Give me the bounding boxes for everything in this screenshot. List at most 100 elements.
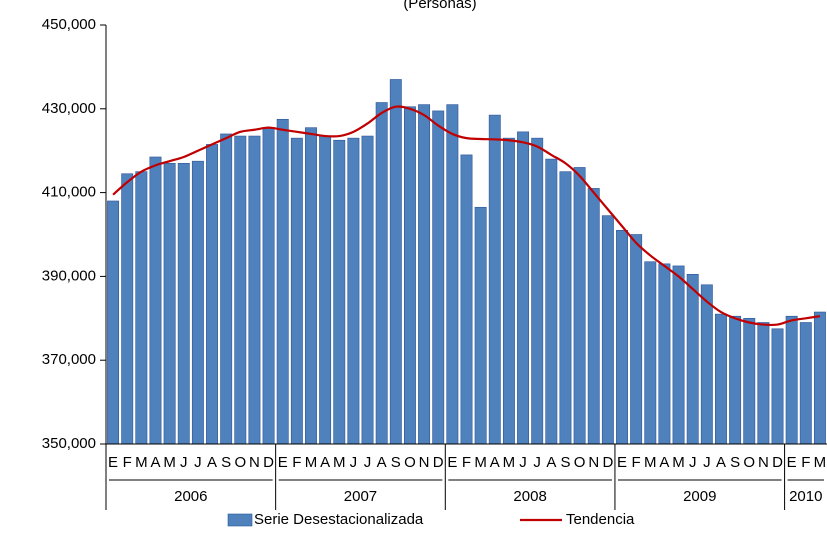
bar	[276, 118, 289, 445]
bar	[644, 261, 657, 445]
bar	[616, 230, 628, 445]
bar	[347, 137, 360, 445]
bar	[248, 135, 261, 445]
x-tick-label: N	[758, 454, 769, 471]
x-tick-label: F	[292, 454, 301, 471]
x-tick-label: O	[234, 454, 246, 471]
year-label: 2008	[513, 488, 546, 505]
bar	[771, 328, 784, 445]
bar	[517, 131, 530, 445]
x-tick-label: J	[350, 454, 358, 471]
year-label: 2006	[174, 488, 207, 505]
legend-label: Tendencia	[566, 511, 635, 528]
y-tick-label: 410,000	[42, 184, 96, 201]
legend-swatch	[227, 513, 253, 527]
bar	[319, 135, 332, 445]
bar	[191, 160, 204, 445]
x-tick-label: E	[108, 454, 118, 471]
x-tick-label: M	[135, 454, 148, 471]
bar	[460, 154, 473, 445]
bar	[545, 158, 558, 445]
y-tick-label: 370,000	[42, 351, 96, 368]
bar	[658, 263, 671, 445]
bar	[799, 322, 812, 445]
x-tick-label: O	[574, 454, 586, 471]
x-tick-label: A	[377, 454, 387, 471]
bar	[601, 215, 614, 445]
x-tick-label: F	[632, 454, 641, 471]
trend-line	[112, 105, 821, 327]
x-tick-label: M	[644, 454, 657, 471]
year-label: 2009	[683, 488, 716, 505]
x-tick-label: E	[278, 454, 288, 471]
bar	[587, 188, 600, 445]
x-tick-label: M	[305, 454, 318, 471]
x-tick-label: J	[180, 454, 188, 471]
x-tick-label: A	[546, 454, 556, 471]
x-tick-label: J	[533, 454, 541, 471]
x-tick-label: M	[163, 454, 176, 471]
x-tick-label: M	[672, 454, 685, 471]
x-tick-label: O	[404, 454, 416, 471]
bar	[474, 206, 487, 445]
bar	[206, 144, 218, 445]
bar	[333, 139, 346, 445]
x-tick-label: D	[433, 454, 444, 471]
bar	[290, 137, 303, 445]
x-tick-label: O	[743, 454, 755, 471]
x-tick-label: A	[659, 454, 669, 471]
bar	[446, 104, 459, 445]
x-tick-label: J	[194, 454, 202, 471]
x-tick-label: A	[207, 454, 217, 471]
x-tick-label: N	[588, 454, 599, 471]
x-tick-label: E	[617, 454, 627, 471]
bar	[149, 156, 162, 445]
x-tick-label: F	[462, 454, 471, 471]
x-tick-label: D	[772, 454, 783, 471]
bar	[502, 137, 515, 445]
bar	[121, 173, 134, 445]
bar	[757, 322, 770, 445]
bar	[389, 79, 402, 445]
x-tick-label: M	[333, 454, 346, 471]
bar	[559, 171, 572, 445]
x-tick-label: F	[123, 454, 132, 471]
bar	[432, 110, 445, 445]
year-label: 2010	[789, 488, 822, 505]
x-tick-label: M	[814, 454, 827, 471]
bar	[361, 135, 374, 445]
bar	[488, 114, 501, 445]
x-tick-label: M	[474, 454, 487, 471]
bar	[234, 135, 247, 445]
bar	[262, 127, 275, 445]
x-tick-label: A	[150, 454, 160, 471]
bar	[630, 234, 643, 445]
x-tick-label: N	[249, 454, 260, 471]
x-tick-label: J	[689, 454, 697, 471]
bar	[813, 311, 826, 445]
bar	[573, 167, 586, 445]
bar	[531, 137, 544, 445]
bar	[686, 274, 699, 445]
bar	[700, 284, 713, 445]
x-tick-label: D	[602, 454, 613, 471]
x-tick-label: A	[716, 454, 726, 471]
bar	[107, 200, 120, 445]
x-tick-label: M	[503, 454, 516, 471]
bar	[418, 104, 431, 445]
x-tick-label: E	[787, 454, 797, 471]
bar	[729, 315, 742, 445]
x-tick-label: S	[560, 454, 570, 471]
x-tick-label: F	[801, 454, 810, 471]
bar	[220, 133, 233, 445]
y-tick-label: 430,000	[42, 100, 96, 117]
x-tick-label: J	[703, 454, 711, 471]
bar	[375, 102, 388, 445]
bar	[715, 313, 727, 445]
chart-title: (Personas)	[403, 0, 476, 12]
x-tick-label: D	[263, 454, 274, 471]
x-tick-label: A	[490, 454, 500, 471]
x-tick-label: S	[391, 454, 401, 471]
bar	[177, 162, 190, 445]
